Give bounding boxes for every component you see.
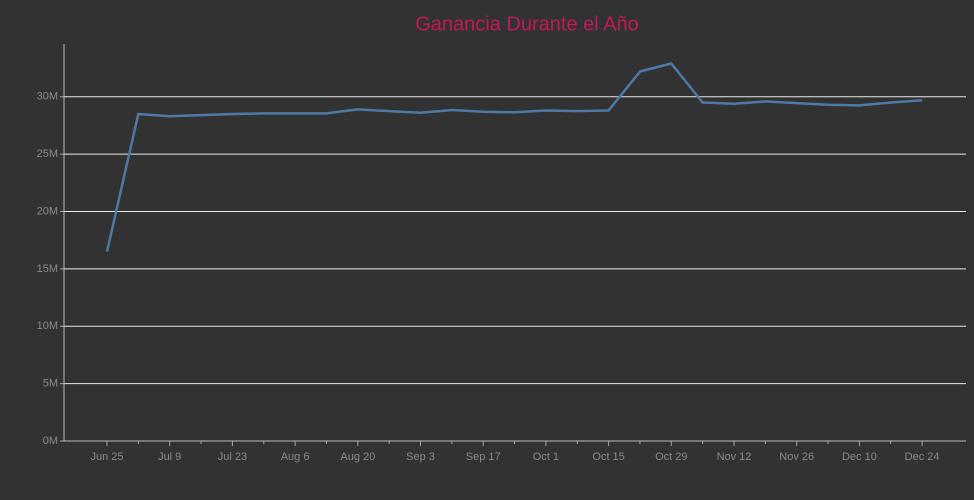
x-tick-label: Jul 9 — [158, 451, 181, 463]
y-tick-label: 0M — [43, 435, 58, 447]
x-tick-label: Sep 3 — [406, 451, 435, 463]
y-tick-label: 25M — [37, 148, 58, 160]
y-tick-label: 15M — [37, 263, 58, 275]
x-tick-label: Aug 6 — [281, 451, 310, 463]
x-tick-label: Jun 25 — [90, 451, 123, 463]
x-tick-label: Oct 29 — [655, 451, 687, 463]
y-tick-label: 30M — [37, 91, 58, 103]
x-tick-label: Oct 15 — [592, 451, 624, 463]
x-tick-label: Nov 26 — [779, 451, 814, 463]
y-tick-label: 5M — [43, 378, 58, 390]
x-tick-label: Jul 23 — [218, 451, 247, 463]
x-tick-label: Nov 12 — [717, 451, 752, 463]
x-tick-label: Sep 17 — [466, 451, 501, 463]
x-tick-label: Aug 20 — [340, 451, 375, 463]
x-tick-label: Dec 24 — [905, 451, 940, 463]
chart-title: Ganancia Durante el Año — [415, 13, 639, 35]
y-tick-label: 10M — [37, 320, 58, 332]
x-tick-label: Dec 10 — [842, 451, 877, 463]
y-tick-label: 20M — [37, 205, 58, 217]
x-tick-label: Oct 1 — [533, 451, 559, 463]
line — [105, 62, 923, 252]
